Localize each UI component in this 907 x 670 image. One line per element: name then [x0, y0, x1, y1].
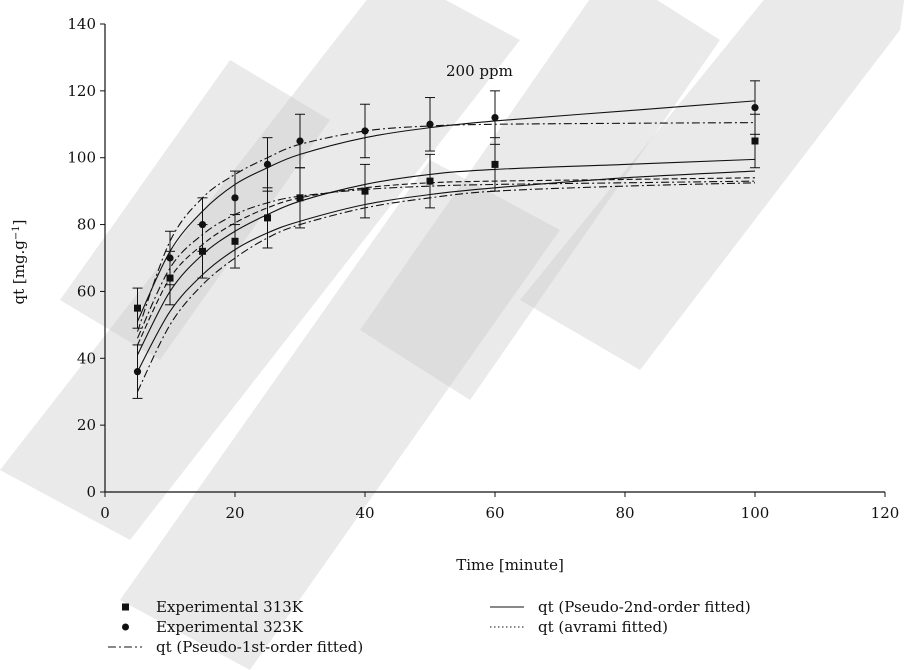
watermark-stripe-3: [520, 0, 905, 370]
legend-item-left-2: qt (Pseudo-1st-order fitted): [108, 638, 363, 656]
point-313k-10: [166, 274, 174, 282]
x-tick-label-60: 60: [485, 504, 504, 522]
point-323k-60: [491, 114, 499, 122]
point-313k-5: [134, 304, 141, 312]
y-tick-label-0: 0: [86, 483, 96, 501]
legend-swatch-solid: [490, 600, 526, 614]
point-323k-50: [426, 120, 434, 128]
legend-swatch-circle: [108, 620, 144, 634]
point-323k-40: [361, 127, 369, 135]
legend-label: qt (avrami fitted): [538, 618, 668, 636]
legend-label: Experimental 323K: [156, 618, 303, 636]
watermark-stripe-0: [0, 0, 520, 540]
concentration-annotation: 200 ppm: [446, 62, 513, 80]
legend-item-right-1: qt (avrami fitted): [490, 618, 668, 636]
point-323k-25: [263, 160, 272, 168]
plot-axes: 0 20 40 60 80 100 120 0 20 40 60 80 100 120 140: [67, 15, 899, 522]
point-313k-20: [231, 237, 239, 245]
fit-curve-dashdot-3: [137, 182, 756, 392]
legend-item-left-0: Experimental 313K: [108, 598, 303, 616]
fit-curves: [136, 100, 756, 392]
y-axis-title-main: qt [mg.g: [10, 240, 28, 305]
fit-curve-solid-0: [137, 170, 756, 372]
fit-curve-dashdot-5: [136, 122, 756, 332]
data-points: [133, 103, 759, 376]
y-tick-label-80: 80: [77, 216, 96, 234]
legend-swatch-dotted: [490, 620, 526, 634]
legend-swatch-square: [108, 600, 144, 614]
point-323k-100: [751, 103, 759, 112]
y-tick-label-100: 100: [67, 149, 96, 167]
x-tick-label-100: 100: [741, 504, 770, 522]
point-313k-50: [426, 177, 434, 185]
y-tick-label-20: 20: [77, 416, 96, 434]
x-tick-label-0: 0: [100, 504, 110, 522]
y-tick-label-40: 40: [77, 349, 96, 367]
legend-label: Experimental 313K: [156, 598, 303, 616]
fit-curve-solid-2: [137, 100, 756, 322]
y-axis-title-end: ]: [10, 219, 28, 225]
x-tick-label-120: 120: [871, 504, 900, 522]
y-axis-title: qt [mg.g−1]: [10, 219, 28, 304]
x-axis-title: Time [minute]: [456, 556, 564, 574]
legend-item-right-0: qt (Pseudo-2nd-order fitted): [490, 598, 751, 616]
point-313k-100: [751, 137, 759, 145]
watermark-stripe-1: [120, 160, 560, 670]
y-tick-label-60: 60: [77, 282, 96, 300]
x-tick-label-20: 20: [225, 504, 244, 522]
point-313k-30: [296, 194, 304, 202]
point-323k-20: [231, 194, 239, 202]
point-323k-30: [296, 137, 304, 145]
point-323k-5: [133, 368, 142, 376]
point-313k-15: [199, 247, 206, 255]
fit-curve-dashed-6: [137, 177, 756, 346]
watermark-stripe-4: [60, 60, 330, 360]
point-313k-60: [491, 160, 499, 168]
point-323k-10: [166, 254, 174, 262]
y-axis-title-sup: −1: [11, 225, 22, 240]
legend-item-left-1: Experimental 323K: [108, 618, 303, 636]
legend-marker-circle: [122, 623, 129, 631]
watermark-stripe-2: [360, 0, 720, 400]
point-313k-25: [264, 214, 271, 222]
legend-marker-square: [122, 603, 129, 611]
y-tick-label-140: 140: [67, 15, 96, 33]
x-tick-label-80: 80: [615, 504, 634, 522]
legend-label: qt (Pseudo-1st-order fitted): [156, 638, 364, 656]
point-313k-40: [361, 187, 369, 195]
x-tick-label-40: 40: [355, 504, 374, 522]
legend-swatch-dashdot: [108, 640, 144, 654]
y-tick-label-120: 120: [67, 82, 96, 100]
point-323k-15: [198, 220, 207, 229]
legend-label: qt (Pseudo-2nd-order fitted): [538, 598, 751, 616]
